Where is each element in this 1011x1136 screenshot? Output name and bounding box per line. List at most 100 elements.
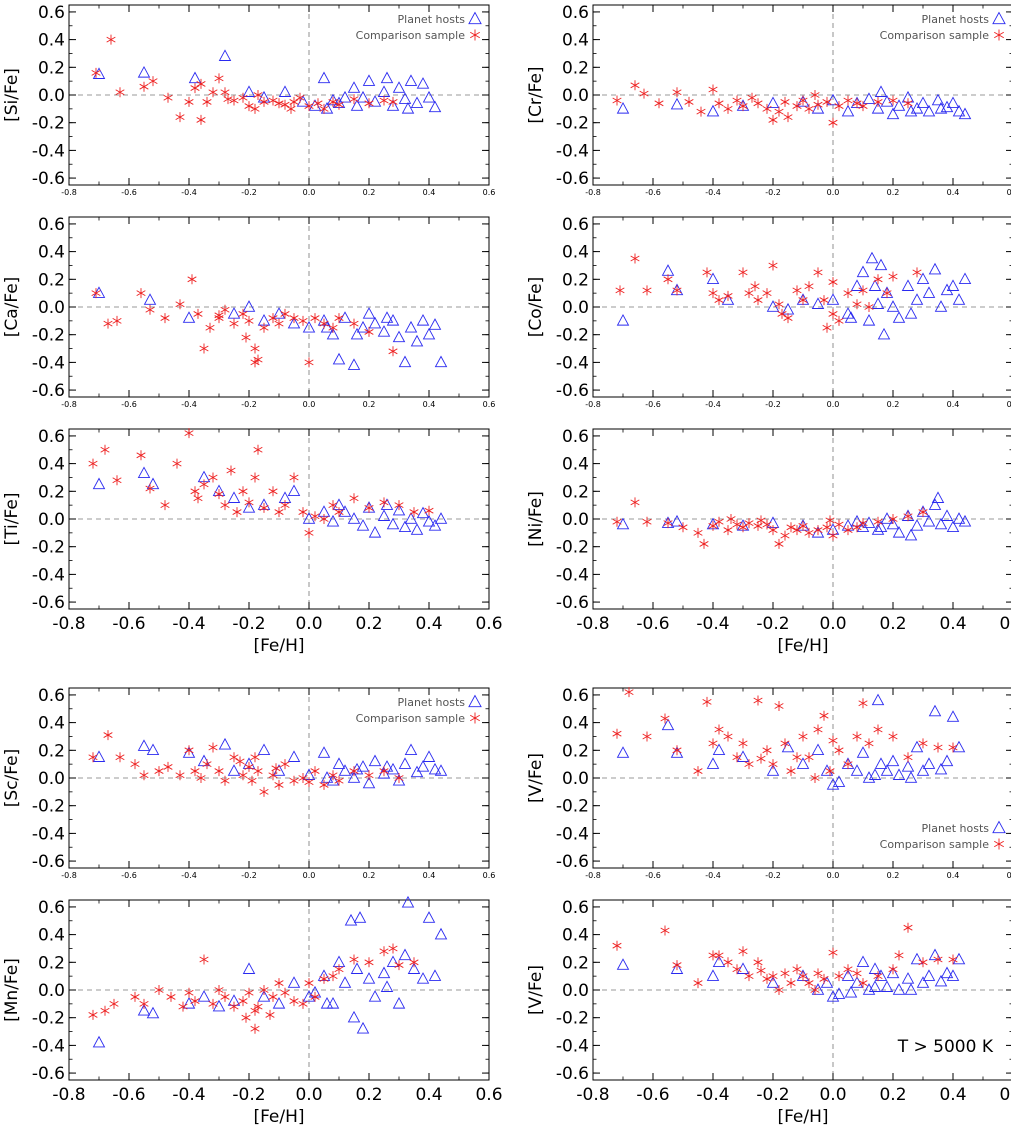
planet-host-point bbox=[188, 71, 202, 84]
comparison-point bbox=[334, 964, 344, 975]
comparison-point bbox=[190, 996, 200, 1007]
planet-host-point bbox=[706, 757, 720, 769]
planet-host-point bbox=[398, 948, 412, 961]
planet-host-point bbox=[865, 251, 879, 264]
planet-host-point bbox=[766, 96, 780, 109]
planet-host-point bbox=[916, 272, 930, 285]
planet-host-point bbox=[910, 952, 924, 965]
planet-host-point bbox=[197, 990, 211, 1002]
comparison-point bbox=[642, 731, 652, 742]
comparison-point bbox=[214, 766, 224, 777]
legend-label-comparison: Comparison sample bbox=[880, 29, 990, 42]
comparison-point bbox=[693, 527, 703, 538]
comparison-point bbox=[654, 98, 664, 109]
planet-host-point bbox=[227, 491, 241, 503]
comparison-point bbox=[858, 285, 868, 296]
planet-host-point bbox=[871, 523, 885, 535]
comparison-point bbox=[744, 518, 754, 529]
x-tick-label: -0.2 bbox=[756, 614, 789, 634]
planet-host-point bbox=[712, 743, 726, 756]
comparison-point bbox=[199, 479, 209, 490]
comparison-point bbox=[268, 991, 278, 1002]
planet-host-point bbox=[407, 962, 421, 974]
comparison-point bbox=[753, 695, 763, 706]
comparison-point bbox=[864, 302, 874, 312]
y-tick-label: 0.4 bbox=[38, 31, 65, 51]
comparison-point bbox=[792, 964, 802, 975]
legend-triangle-marker bbox=[992, 11, 1006, 25]
planet-host-point bbox=[386, 517, 400, 530]
y-tick-label: 0.0 bbox=[562, 86, 589, 106]
comparison-point bbox=[903, 922, 913, 933]
planet-host-point bbox=[368, 754, 382, 767]
planet-host-point bbox=[958, 272, 972, 285]
planet-host-point bbox=[137, 739, 151, 751]
planet-host-point bbox=[422, 911, 436, 923]
y-tick-label: -0.6 bbox=[32, 381, 65, 401]
comparison-point bbox=[708, 520, 718, 531]
planet-host-point bbox=[868, 962, 882, 974]
planet-host-point bbox=[706, 104, 720, 117]
planet-host-point bbox=[901, 760, 915, 772]
planet-host-point bbox=[347, 358, 361, 370]
planet-host-point bbox=[904, 307, 918, 319]
y-tick-label: 0.4 bbox=[38, 243, 65, 263]
y-tick-label: 0.0 bbox=[562, 510, 589, 530]
comparison-point bbox=[798, 95, 808, 106]
planet-host-point bbox=[380, 311, 394, 323]
x-tick-label: 0.0 bbox=[303, 400, 316, 409]
series-planet-hosts bbox=[92, 895, 448, 1048]
comparison-point bbox=[238, 486, 248, 497]
panel-5: -0.6-0.4-0.20.00.20.40.6-0.8 -0.6 -0.4 -0.2… bbox=[2, 427, 503, 656]
comparison-point bbox=[238, 996, 248, 1007]
y-tick-label: 0.0 bbox=[38, 510, 65, 530]
comparison-point bbox=[244, 987, 254, 998]
planet-host-point bbox=[862, 771, 876, 783]
comparison-point bbox=[388, 346, 398, 357]
planet-host-point bbox=[410, 765, 424, 778]
comparison-point bbox=[298, 773, 308, 783]
comparison-point bbox=[202, 96, 212, 107]
comparison-point bbox=[612, 516, 622, 527]
x-tick-label: 0.4 bbox=[947, 871, 960, 880]
y-tick-label: -0.4 bbox=[556, 824, 589, 844]
legend-label-hosts: Planet hosts bbox=[398, 13, 466, 26]
comparison-point bbox=[882, 288, 892, 299]
planet-host-point bbox=[392, 81, 406, 93]
comparison-point bbox=[379, 497, 389, 508]
planet-host-point bbox=[338, 976, 352, 988]
series-comparison bbox=[88, 730, 404, 797]
y-tick-label: -0.6 bbox=[556, 169, 589, 189]
y-tick-label: -0.4 bbox=[556, 565, 589, 585]
y-tick-label: 0.6 bbox=[562, 686, 589, 706]
series-planet-hosts bbox=[92, 466, 448, 538]
y-tick-label: -0.6 bbox=[556, 593, 589, 613]
planet-host-point bbox=[811, 102, 825, 114]
planet-host-point bbox=[841, 969, 855, 981]
comparison-point bbox=[774, 299, 784, 310]
comparison-point bbox=[241, 1012, 251, 1023]
comparison-point bbox=[714, 516, 724, 527]
comparison-point bbox=[702, 696, 712, 707]
y-axis-label: [Cr/Fe] bbox=[526, 66, 546, 123]
legend-label-comparison: Comparison sample bbox=[356, 712, 466, 725]
comparison-point bbox=[714, 98, 724, 109]
comparison-point bbox=[933, 954, 943, 965]
comparison-point bbox=[229, 752, 239, 763]
x-tick-label: -0.6 bbox=[121, 871, 137, 880]
x-axis-label: [Fe/H] bbox=[253, 636, 304, 656]
planet-host-point bbox=[856, 520, 870, 533]
planet-host-point bbox=[670, 97, 684, 110]
planet-host-point bbox=[356, 320, 370, 333]
planet-host-point bbox=[871, 297, 885, 309]
comparison-point bbox=[786, 766, 796, 777]
planet-host-point bbox=[92, 1035, 106, 1048]
comparison-point bbox=[762, 745, 772, 756]
comparison-point bbox=[696, 106, 706, 117]
planet-host-point bbox=[137, 1003, 151, 1016]
planet-host-point bbox=[910, 740, 924, 753]
comparison-point bbox=[858, 698, 868, 709]
comparison-point bbox=[214, 73, 224, 84]
comparison-point bbox=[220, 304, 230, 315]
comparison-point bbox=[349, 94, 359, 105]
